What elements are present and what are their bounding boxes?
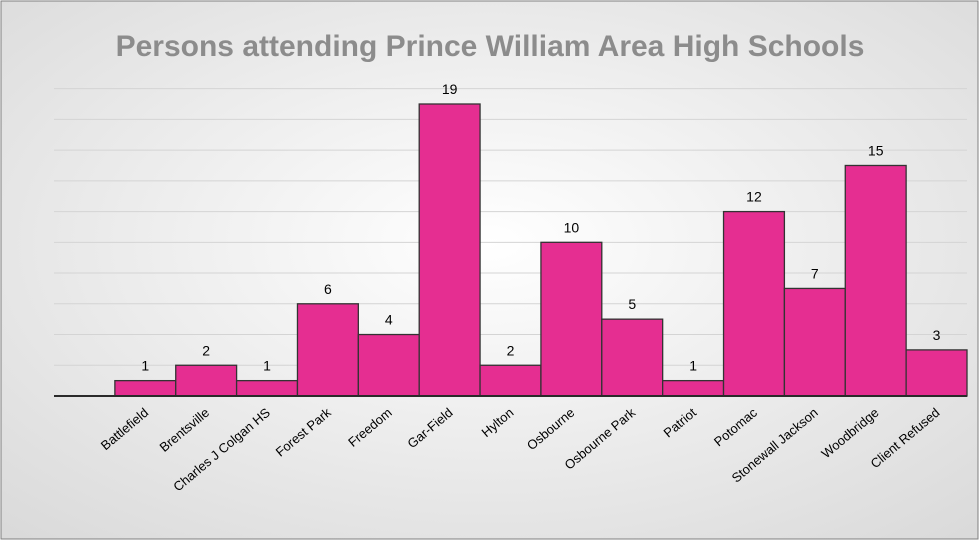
chart-title: Persons attending Prince William Area Hi… [116,30,865,63]
data-label: 15 [868,142,884,158]
bar-client-refused [905,349,968,397]
data-label: 4 [385,312,393,328]
bar-osbourne-park [601,318,664,397]
data-label: 2 [507,342,515,358]
bar-forest-park [296,303,359,397]
bar-osbourne [540,241,603,397]
data-label: 12 [746,189,762,205]
bars [114,103,968,397]
bar-stonewall-jackson [783,287,846,397]
data-label: 5 [628,296,636,312]
bar-gar-field [418,103,481,397]
data-label: 1 [689,358,697,374]
bar-hylton [479,364,542,397]
bar-freedom [357,333,420,397]
data-label: 7 [811,265,819,281]
bar-charles-j-colgan-hs [235,379,299,397]
bar-brentsville [175,364,238,397]
bar-potomac [722,210,786,397]
data-label: 6 [324,281,332,297]
bar-patriot [662,379,725,397]
data-label: 2 [202,342,210,358]
data-label: 10 [564,219,580,235]
data-label: 1 [263,358,271,374]
data-label: 19 [442,81,458,97]
data-label: 3 [933,327,941,343]
bar-battlefield [114,379,177,397]
data-label: 1 [141,358,149,374]
bar-woodbridge [844,164,907,397]
